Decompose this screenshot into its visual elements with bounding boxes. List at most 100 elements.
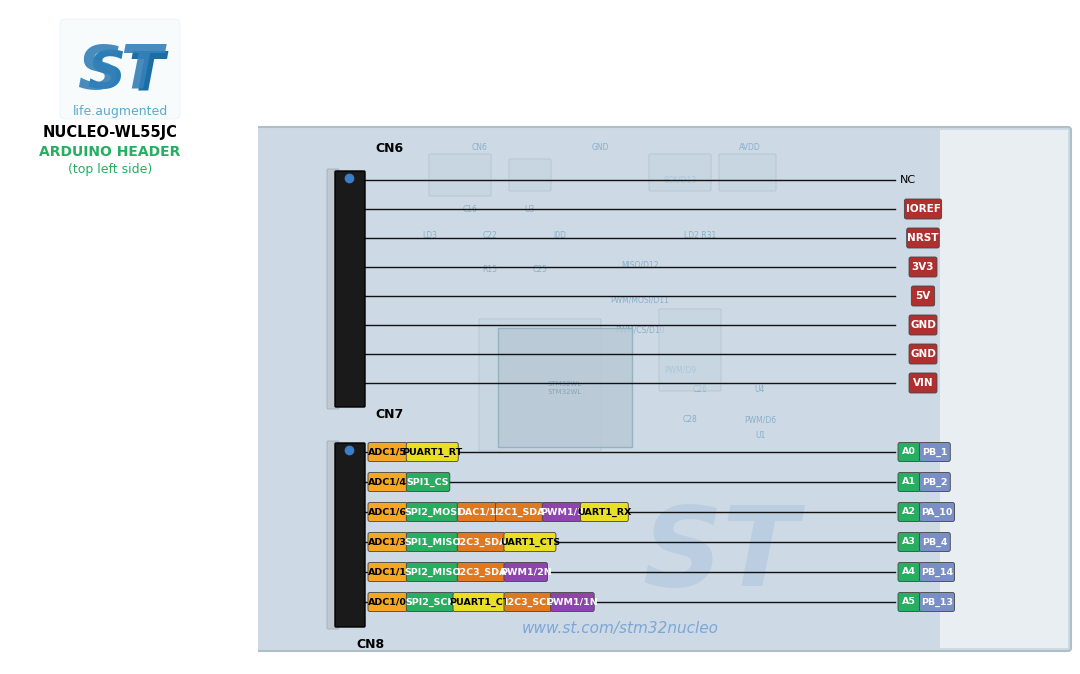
Text: www.st.com/stm32nucleo: www.st.com/stm32nucleo — [522, 621, 718, 636]
FancyBboxPatch shape — [907, 228, 940, 248]
Text: SPI1_MISO: SPI1_MISO — [404, 537, 460, 547]
Text: PB_1: PB_1 — [922, 448, 947, 456]
Text: A1: A1 — [902, 477, 916, 487]
FancyBboxPatch shape — [909, 315, 937, 335]
FancyBboxPatch shape — [581, 503, 629, 522]
FancyBboxPatch shape — [457, 503, 497, 522]
Text: C28: C28 — [683, 415, 698, 425]
FancyBboxPatch shape — [406, 443, 458, 462]
FancyBboxPatch shape — [406, 563, 458, 582]
FancyBboxPatch shape — [912, 286, 934, 306]
Text: GND: GND — [591, 144, 609, 152]
Text: ADC1/6: ADC1/6 — [368, 508, 407, 516]
Text: C26: C26 — [692, 386, 707, 394]
Text: VIN: VIN — [913, 378, 933, 388]
FancyBboxPatch shape — [480, 319, 600, 451]
FancyBboxPatch shape — [919, 503, 955, 522]
FancyBboxPatch shape — [368, 592, 407, 611]
FancyBboxPatch shape — [406, 592, 454, 611]
FancyBboxPatch shape — [940, 130, 1068, 648]
Text: S: S — [87, 48, 125, 100]
Text: SPI2_MOSI: SPI2_MOSI — [404, 508, 460, 516]
Text: ARDUINO HEADER: ARDUINO HEADER — [39, 145, 180, 159]
FancyBboxPatch shape — [719, 154, 777, 191]
FancyBboxPatch shape — [335, 443, 365, 627]
FancyBboxPatch shape — [509, 159, 551, 191]
FancyBboxPatch shape — [453, 592, 505, 611]
Text: LD2 R31: LD2 R31 — [684, 231, 716, 239]
Text: R15: R15 — [483, 266, 498, 274]
Text: A2: A2 — [902, 508, 916, 516]
Text: U4: U4 — [755, 386, 766, 394]
Text: A0: A0 — [902, 448, 916, 456]
Text: UART1_RX: UART1_RX — [577, 508, 632, 516]
Text: ADC1/5: ADC1/5 — [368, 448, 407, 456]
Text: CN8: CN8 — [356, 638, 384, 652]
FancyBboxPatch shape — [429, 154, 491, 196]
Text: PB_14: PB_14 — [921, 568, 953, 576]
FancyBboxPatch shape — [457, 563, 505, 582]
Text: (top left side): (top left side) — [68, 164, 152, 177]
FancyBboxPatch shape — [897, 563, 920, 582]
Text: PB_4: PB_4 — [922, 537, 947, 547]
Text: PWM1/2N: PWM1/2N — [500, 568, 552, 576]
Text: PUART1_CT: PUART1_CT — [449, 597, 509, 607]
FancyBboxPatch shape — [909, 257, 937, 277]
Text: CN6: CN6 — [472, 144, 488, 152]
Text: life.augmented: life.augmented — [72, 106, 167, 119]
FancyBboxPatch shape — [919, 532, 950, 551]
Text: PWM1/1N: PWM1/1N — [546, 597, 598, 607]
Text: U1: U1 — [755, 431, 765, 439]
Text: I2C3_SDA: I2C3_SDA — [456, 568, 507, 576]
FancyBboxPatch shape — [368, 532, 407, 551]
FancyBboxPatch shape — [368, 503, 407, 522]
FancyBboxPatch shape — [542, 503, 581, 522]
Text: MISO/D12: MISO/D12 — [621, 260, 659, 270]
FancyBboxPatch shape — [504, 563, 548, 582]
FancyBboxPatch shape — [368, 443, 407, 462]
Text: I2C3_SCL: I2C3_SCL — [503, 597, 552, 607]
Text: SCK/D13: SCK/D13 — [663, 175, 697, 185]
FancyBboxPatch shape — [496, 503, 543, 522]
Text: I0D: I0D — [554, 231, 567, 239]
FancyBboxPatch shape — [504, 592, 552, 611]
FancyBboxPatch shape — [551, 592, 594, 611]
Text: I2C3_SDA: I2C3_SDA — [456, 537, 507, 547]
FancyBboxPatch shape — [0, 0, 258, 674]
FancyBboxPatch shape — [919, 563, 955, 582]
FancyBboxPatch shape — [498, 328, 632, 447]
Text: ST: ST — [643, 501, 798, 609]
Text: SPI2_MISO: SPI2_MISO — [404, 568, 460, 576]
Text: C22: C22 — [483, 231, 498, 239]
FancyBboxPatch shape — [897, 532, 920, 551]
FancyBboxPatch shape — [897, 443, 920, 462]
Text: ADC1/1: ADC1/1 — [368, 568, 407, 576]
Text: ADC1/4: ADC1/4 — [368, 477, 407, 487]
Text: PWM/D9: PWM/D9 — [664, 365, 697, 375]
Text: A4: A4 — [902, 568, 916, 576]
FancyBboxPatch shape — [919, 443, 950, 462]
Text: PUART1_RT: PUART1_RT — [402, 448, 462, 456]
Text: A3: A3 — [902, 537, 916, 547]
FancyBboxPatch shape — [897, 472, 920, 491]
Text: UART1_CTS: UART1_CTS — [500, 537, 561, 547]
Text: IOREF: IOREF — [905, 204, 941, 214]
Text: GND: GND — [910, 320, 936, 330]
Text: STM32WL
STM32WL: STM32WL STM32WL — [548, 381, 582, 394]
Text: SPI1_CS: SPI1_CS — [407, 477, 449, 487]
Text: ADC1/0: ADC1/0 — [368, 597, 407, 607]
Text: I2C1_SDA: I2C1_SDA — [495, 508, 544, 516]
FancyBboxPatch shape — [327, 169, 339, 409]
FancyBboxPatch shape — [368, 563, 407, 582]
Text: CN6: CN6 — [375, 142, 403, 154]
FancyBboxPatch shape — [897, 503, 920, 522]
FancyBboxPatch shape — [406, 472, 449, 491]
Text: CN7: CN7 — [375, 408, 403, 421]
Text: ADC1/3: ADC1/3 — [368, 537, 407, 547]
Text: ST: ST — [77, 42, 163, 102]
Text: U3: U3 — [525, 206, 536, 214]
FancyBboxPatch shape — [909, 344, 937, 364]
FancyBboxPatch shape — [406, 532, 458, 551]
Text: PB_13: PB_13 — [921, 597, 953, 607]
Text: SPI2_SCK: SPI2_SCK — [405, 597, 455, 607]
